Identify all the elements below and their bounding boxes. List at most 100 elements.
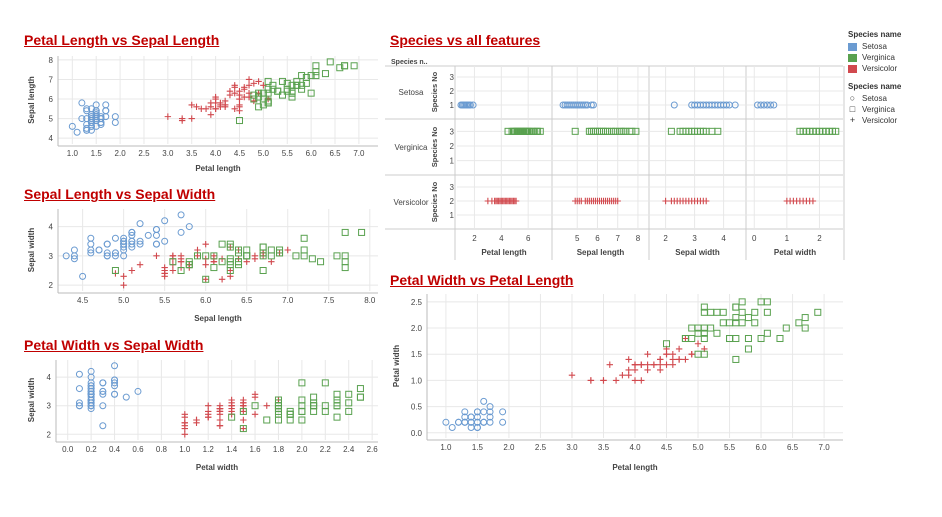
data-point-setosa — [92, 109, 100, 117]
legend-color-item-verginica[interactable]: Verginica — [848, 52, 901, 63]
y-tick-label: 2.5 — [411, 298, 423, 307]
data-point-versicolor — [202, 261, 209, 268]
data-point-verginica — [707, 324, 715, 332]
x-tick-label: 6.5 — [241, 296, 253, 305]
data-point-verginica — [326, 58, 334, 66]
circle-shape-icon: ○ — [849, 93, 856, 103]
data-point-verginica — [300, 234, 308, 242]
legend-color-item-setosa[interactable]: Setosa — [848, 41, 901, 52]
data-point-verginica — [782, 324, 790, 332]
data-point-setosa — [75, 370, 83, 378]
data-point-verginica — [536, 127, 544, 135]
data-point-versicolor — [228, 402, 235, 409]
data-point-verginica — [310, 393, 318, 401]
data-point-setosa — [87, 379, 95, 387]
data-point-versicolor — [212, 105, 219, 112]
data-point-versicolor — [120, 281, 127, 289]
data-point-verginica — [744, 335, 752, 343]
legend-color-item-versicolor[interactable]: Versicolor — [848, 63, 901, 74]
data-point-versicolor — [231, 105, 238, 112]
legend-shape-item-versicolor[interactable]: + Versicolor — [848, 115, 901, 126]
data-point-versicolor — [682, 335, 689, 342]
data-point-versicolor — [268, 258, 275, 265]
data-point-versicolor — [136, 261, 144, 268]
data-point-setosa — [128, 240, 136, 248]
data-point-verginica — [298, 416, 306, 424]
y-tick-label: 2 — [49, 281, 54, 290]
data-point-setosa — [754, 101, 762, 109]
y-tick-label: 2 — [450, 197, 455, 206]
x-tick-label: 2.4 — [343, 445, 355, 454]
data-point-verginica — [263, 416, 271, 424]
data-point-versicolor — [240, 416, 247, 424]
data-point-setosa — [111, 379, 119, 387]
data-point-verginica — [259, 243, 267, 251]
data-point-verginica — [719, 308, 727, 316]
data-point-verginica — [350, 62, 358, 70]
data-point-verginica — [202, 252, 210, 260]
data-point-setosa — [161, 237, 169, 245]
data-point-versicolor — [228, 408, 235, 415]
x-tick-label: 3.0 — [566, 443, 578, 452]
square-shape-icon: □ — [849, 104, 856, 114]
data-point-verginica — [663, 340, 671, 348]
data-point-setosa — [87, 126, 95, 134]
data-point-setosa — [70, 246, 78, 254]
data-point-setosa — [480, 418, 488, 426]
data-point-verginica — [288, 81, 296, 89]
data-point-setosa — [87, 115, 95, 123]
column-label-sepal-width: Sepal width — [675, 248, 720, 257]
data-point-setosa — [87, 105, 95, 113]
data-point-versicolor — [512, 197, 520, 205]
data-point-verginica — [210, 264, 218, 272]
data-point-verginica — [763, 298, 771, 306]
x-tick-label: 4.5 — [77, 296, 89, 305]
data-point-versicolor — [231, 84, 238, 91]
y-tick-label: 2 — [450, 142, 455, 151]
data-point-verginica — [345, 390, 353, 398]
data-point-versicolor — [236, 95, 243, 103]
y-tick-label: 3 — [450, 73, 455, 82]
x-tick-label: 2 — [817, 234, 822, 243]
data-point-setosa — [111, 118, 119, 126]
x-tick-label: 5.0 — [258, 149, 270, 158]
data-point-verginica — [235, 258, 243, 266]
data-point-setosa — [136, 220, 144, 228]
data-point-verginica — [714, 127, 722, 135]
data-point-verginica — [264, 85, 272, 93]
y-tick-label: 0.5 — [411, 403, 423, 412]
data-point-versicolor — [619, 371, 626, 379]
x-tick-label: 0.2 — [86, 445, 98, 454]
y-tick-label: 2 — [47, 430, 52, 439]
x-tick-label: 5 — [575, 234, 580, 243]
data-point-verginica — [235, 117, 243, 125]
legend-item-label: Versicolor — [862, 116, 898, 125]
data-point-verginica — [738, 298, 746, 306]
data-point-verginica — [744, 314, 752, 322]
y-tick-label: 1.5 — [411, 350, 423, 359]
data-point-verginica — [713, 329, 721, 337]
data-point-verginica — [310, 407, 318, 415]
data-point-versicolor — [210, 258, 218, 265]
data-point-setosa — [78, 115, 86, 123]
legend-shape-item-setosa[interactable]: ○ Setosa — [848, 93, 901, 104]
data-point-verginica — [571, 127, 579, 135]
x-tick-label: 1.0 — [440, 443, 452, 452]
data-point-versicolor — [568, 371, 576, 379]
legend-shape-item-verginica[interactable]: □ Verginica — [848, 104, 901, 115]
data-point-setosa — [152, 240, 160, 248]
x-tick-label: 1.8 — [273, 445, 285, 454]
x-tick-label: 6.0 — [200, 296, 212, 305]
data-point-setosa — [83, 107, 91, 115]
data-point-verginica — [333, 413, 341, 421]
data-point-verginica — [226, 258, 234, 266]
data-point-setosa — [92, 117, 100, 125]
data-point-versicolor — [218, 276, 226, 283]
data-point-setosa — [92, 113, 100, 121]
data-point-verginica — [298, 81, 306, 89]
data-point-versicolor — [631, 377, 639, 384]
data-point-setosa — [103, 240, 111, 248]
data-point-versicolor — [663, 361, 670, 368]
legend-item-label: Setosa — [862, 42, 887, 51]
y-axis-title: Sepal width — [27, 228, 36, 273]
